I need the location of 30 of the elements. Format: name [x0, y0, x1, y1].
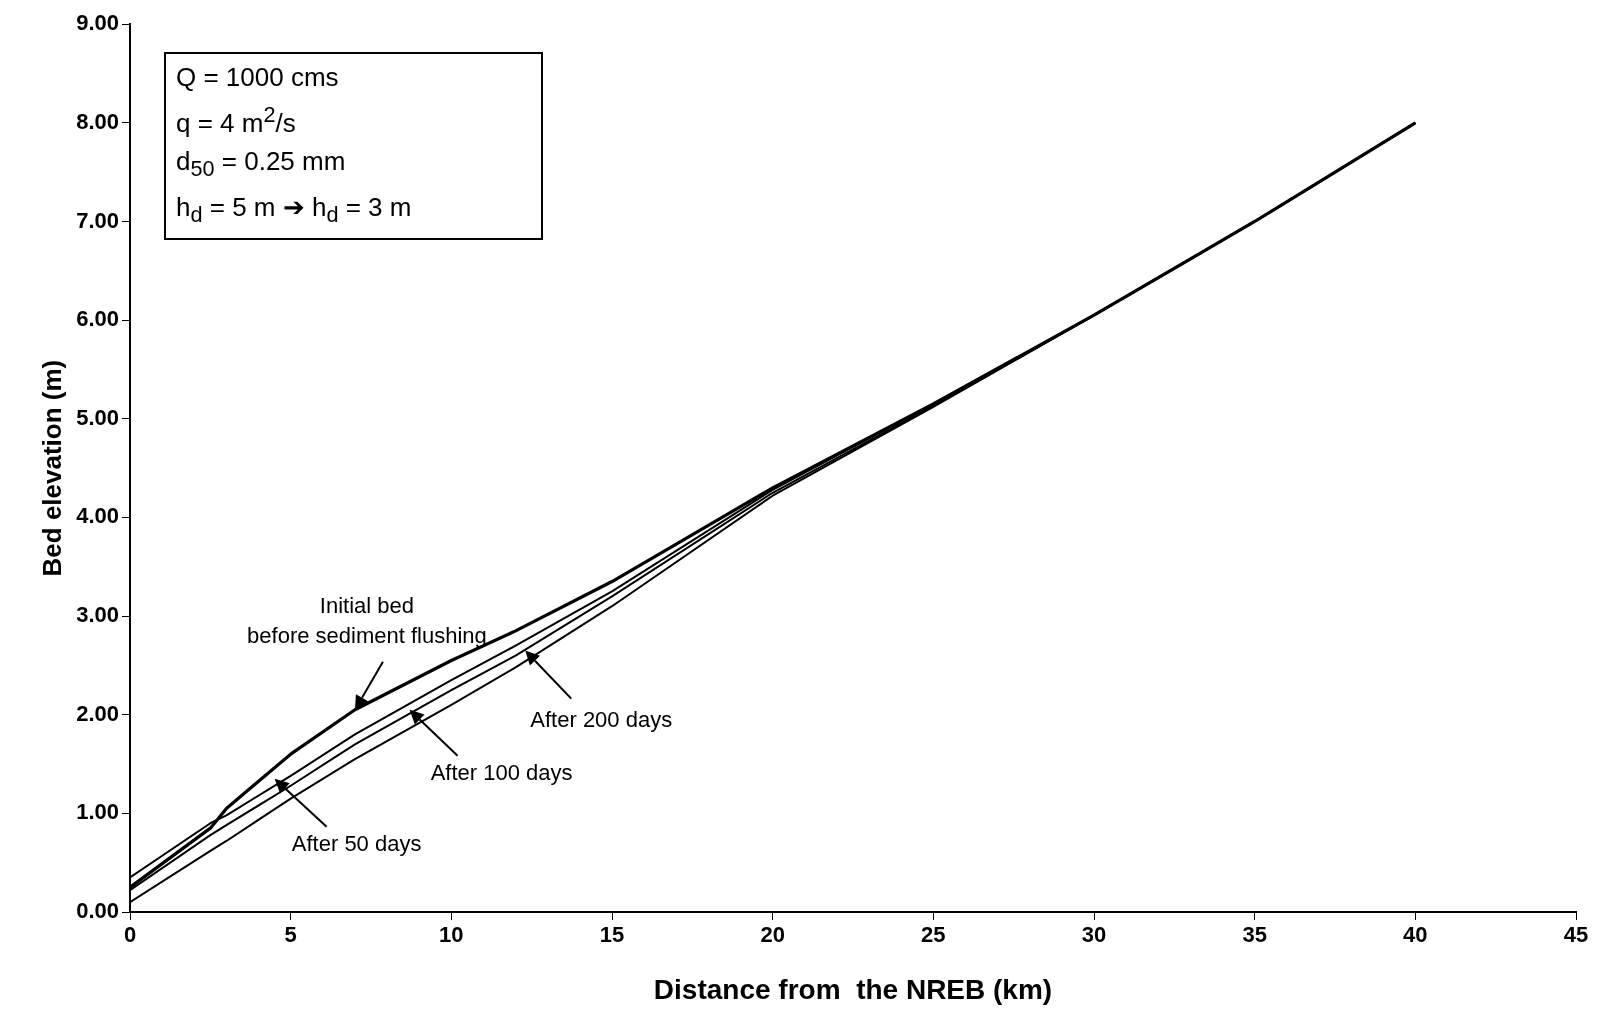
x-tick-label: 45 — [1563, 922, 1589, 948]
x-tick-label: 25 — [921, 922, 946, 948]
x-tick-label: 35 — [1242, 922, 1267, 948]
annotation: Q = 1000 cms — [176, 61, 340, 94]
annotation: After 200 days — [530, 706, 673, 732]
x-tick-label: 30 — [1081, 922, 1107, 948]
x-tick-label: 10 — [439, 922, 464, 948]
x-tick-label: 15 — [599, 922, 625, 948]
x-axis-title: Distance from the NREB (km) — [653, 973, 1053, 1005]
x-tick-label: 40 — [1403, 922, 1428, 948]
x-tick-label: 20 — [760, 922, 785, 948]
annotation: Initial bed before sediment flushing — [247, 592, 487, 648]
y-tick-label: 5.00 — [76, 404, 120, 430]
y-tick-label: 8.00 — [76, 108, 120, 134]
y-tick-label: 4.00 — [76, 503, 120, 529]
annotation: d$_{50}$ = 0.25 mm — [176, 144, 347, 183]
y-tick-label: 9.00 — [76, 10, 120, 36]
y-tick-label: 0.00 — [76, 898, 120, 924]
y-tick-label: 6.00 — [76, 306, 120, 332]
y-axis-title: Bed elevation (m) — [36, 359, 67, 577]
x-tick-label: 0 — [123, 922, 137, 948]
annotation: After 100 days — [430, 759, 573, 785]
annotation: After 50 days — [291, 830, 422, 856]
y-tick-label: 2.00 — [76, 700, 120, 726]
y-tick-label: 3.00 — [76, 602, 120, 628]
y-tick-label: 1.00 — [76, 799, 120, 825]
annotation: h$_{d}$ = 5 m ➔ h$_{d}$ = 3 m — [176, 190, 413, 230]
y-tick-label: 7.00 — [76, 207, 120, 233]
x-tick-label: 5 — [284, 922, 297, 948]
annotation: q = 4 m$^{2}$/s — [176, 101, 297, 140]
